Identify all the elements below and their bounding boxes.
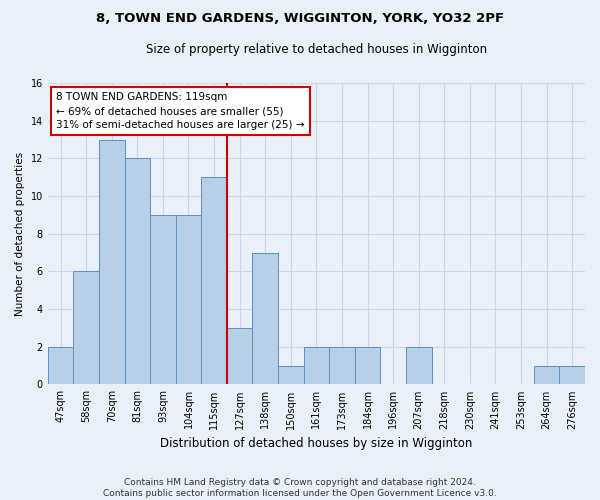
Bar bbox=[73, 272, 99, 384]
Bar bbox=[329, 347, 355, 385]
Bar bbox=[278, 366, 304, 384]
Bar bbox=[150, 215, 176, 384]
Bar bbox=[304, 347, 329, 385]
Bar bbox=[48, 347, 73, 385]
Bar bbox=[227, 328, 253, 384]
Bar bbox=[406, 347, 431, 385]
Bar bbox=[99, 140, 125, 384]
Bar bbox=[125, 158, 150, 384]
Bar bbox=[534, 366, 559, 384]
Bar bbox=[176, 215, 201, 384]
Bar bbox=[201, 177, 227, 384]
Y-axis label: Number of detached properties: Number of detached properties bbox=[15, 152, 25, 316]
Bar bbox=[559, 366, 585, 384]
X-axis label: Distribution of detached houses by size in Wigginton: Distribution of detached houses by size … bbox=[160, 437, 473, 450]
Bar bbox=[253, 252, 278, 384]
Text: Contains HM Land Registry data © Crown copyright and database right 2024.
Contai: Contains HM Land Registry data © Crown c… bbox=[103, 478, 497, 498]
Bar bbox=[355, 347, 380, 385]
Text: 8 TOWN END GARDENS: 119sqm
← 69% of detached houses are smaller (55)
31% of semi: 8 TOWN END GARDENS: 119sqm ← 69% of deta… bbox=[56, 92, 304, 130]
Title: Size of property relative to detached houses in Wigginton: Size of property relative to detached ho… bbox=[146, 42, 487, 56]
Text: 8, TOWN END GARDENS, WIGGINTON, YORK, YO32 2PF: 8, TOWN END GARDENS, WIGGINTON, YORK, YO… bbox=[96, 12, 504, 26]
